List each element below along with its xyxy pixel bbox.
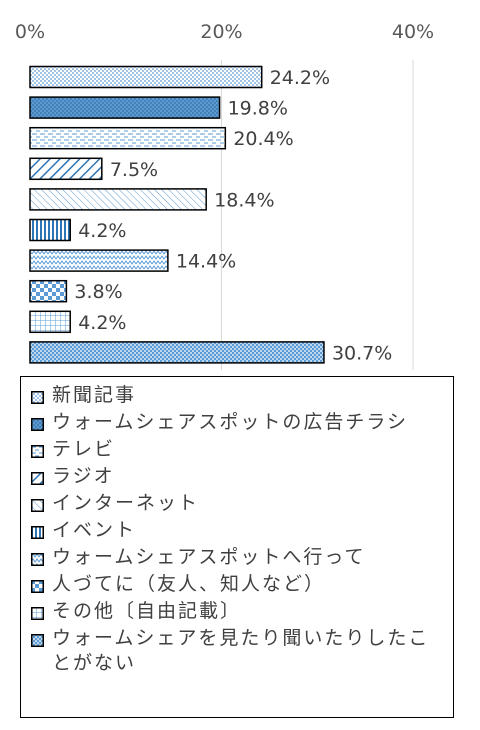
legend-swatch	[31, 391, 44, 404]
legend-item: その他〔自由記載〕	[31, 599, 447, 624]
bar-chart: 0% 20% 40% 24.2% 19.8% 20.4% 7.5% 18.4% 4.2% 14.…	[15, 21, 434, 370]
legend-label: ウォームシェアスポットへ行って	[52, 546, 366, 568]
bar	[29, 218, 71, 242]
bar	[29, 249, 169, 272]
legend-label: ウォームシェアスポットの広告チラシ	[52, 411, 409, 433]
legend-item: ラジオ	[31, 464, 447, 489]
chart-legend: 新聞記事ウォームシェアスポットの広告チラシ テレビラジオインターネット イベントウォ…	[20, 376, 454, 718]
legend-label: イベント	[52, 519, 137, 541]
data-label: 14.4%	[176, 251, 236, 273]
legend-swatch	[31, 472, 44, 485]
legend-item: インターネット	[31, 491, 447, 516]
bar	[29, 126, 227, 150]
data-label: 4.2%	[78, 220, 126, 242]
data-label: 3.8%	[74, 281, 122, 303]
legend-item: 新聞記事	[31, 383, 447, 408]
legend-swatch	[31, 580, 44, 593]
legend-swatch	[31, 607, 44, 620]
legend-item: ウォームシェアスポットの広告チラシ	[31, 410, 447, 435]
bar	[29, 310, 71, 334]
legend-label: ウォームシェアを見たり聞いたりしたことがない	[52, 627, 430, 674]
legend-swatch	[31, 634, 44, 647]
data-label: 4.2%	[78, 312, 126, 334]
legend-swatch	[31, 553, 44, 566]
legend-item: テレビ	[31, 437, 447, 462]
legend-label: その他〔自由記載〕	[52, 600, 242, 622]
legend-swatch	[31, 418, 44, 431]
legend-swatch	[31, 526, 44, 539]
data-label: 7.5%	[110, 159, 158, 181]
data-label: 18.4%	[214, 189, 274, 211]
x-tick-label: 0%	[15, 21, 45, 43]
bar	[29, 279, 68, 303]
data-label: 19.8%	[228, 98, 288, 120]
legend-label: ラジオ	[52, 465, 115, 487]
legend-item: 人づてに（友人、知人など）	[31, 572, 447, 597]
legend-label: 新聞記事	[52, 384, 137, 406]
x-tick-label: 40%	[392, 21, 434, 43]
bar	[29, 188, 207, 211]
bar	[29, 96, 221, 119]
legend-item: ウォームシェアを見たり聞いたりしたことがない	[31, 626, 447, 676]
data-label: 24.2%	[270, 67, 330, 89]
data-label: 20.4%	[233, 128, 293, 150]
legend-label: 人づてに（友人、知人など）	[52, 573, 326, 595]
bar	[29, 65, 263, 89]
legend-item: ウォームシェアスポットへ行って	[31, 545, 447, 570]
legend-label: テレビ	[52, 438, 116, 460]
legend-label: インターネット	[52, 492, 200, 514]
legend-swatch	[31, 499, 44, 512]
x-tick-label: 20%	[200, 21, 242, 43]
legend-item: イベント	[31, 518, 447, 543]
bar	[29, 157, 103, 181]
legend-swatch	[31, 445, 44, 458]
bar	[29, 341, 325, 364]
data-label: 30.7%	[332, 342, 392, 364]
